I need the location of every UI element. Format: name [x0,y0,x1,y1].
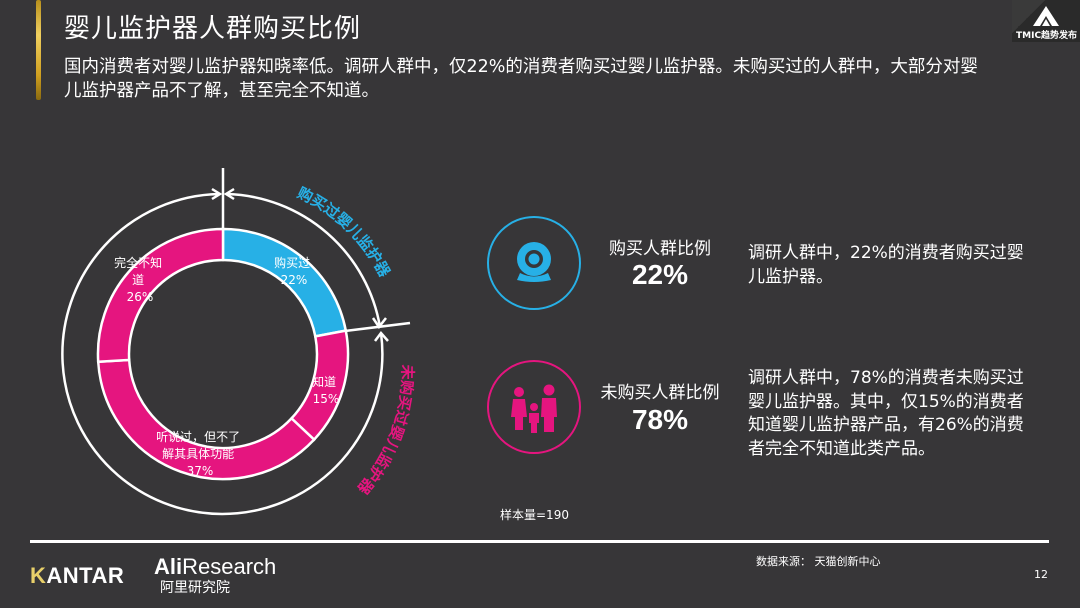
not-purchased-ratio-value: 78% [631,404,689,435]
label-unaware: 完全不知 道 26% [114,255,166,304]
page-title: 婴儿监护器人群购买比例 [64,14,362,44]
footer-divider [30,540,1049,543]
tmic-logo-icon [1033,6,1059,26]
label-purchased: 购买过 22% [274,255,314,287]
donut-chart: 购买过 22% 知道 15% 听说过，但不了 解其具体功能 37% 完全不知 道… [61,168,416,516]
page-number: 12 [1034,568,1048,581]
label-aware: 知道 15% [312,375,340,406]
ali-logo-text: Research [182,554,277,579]
purchased-ratio-label: 购买人群比例 [609,239,711,259]
aliresearch-logo: AliResearch 阿里研究院 [154,556,276,596]
tmic-label: TMIC趋势发布 [1016,31,1078,41]
segment-unaware [96,227,225,364]
donut-segments [96,227,350,481]
not-purchased-icon-circle [487,360,581,454]
title-accent-bar [36,0,41,100]
sample-size: 样本量=190 [500,508,569,522]
ali-logo-bold: Ali [154,554,183,579]
label-heard: 听说过，但不了 解其具体功能 37% [156,429,244,478]
kantar-logo: KANTAR [30,563,124,589]
data-source: 数据来源： 天猫创新中心 [756,555,881,568]
kantar-logo-k: K [30,563,47,588]
not-purchased-ratio-label: 未购买人群比例 [600,383,720,403]
kantar-logo-text: ANTAR [46,563,125,588]
family-icon [511,384,557,433]
not-purchased-description: 调研人群中，78%的消费者未购买过婴儿监护器。其中，仅15%的消费者知道婴儿监护… [748,368,1024,459]
tmic-badge: TMIC趋势发布 [1012,0,1080,42]
webcam-icon [517,242,551,282]
annotation-arcs [61,168,411,516]
purchased-ratio-value: 22% [631,259,689,290]
segment-heard [96,358,316,481]
ali-logo-cn: 阿里研究院 [160,579,230,595]
page-subtitle: 国内消费者对婴儿监护器知晓率低。调研人群中，仅22%的消费者购买过婴儿监护器。未… [64,57,978,101]
purchased-icon-circle [487,216,581,310]
purchased-description: 调研人群中，22%的消费者购买过婴儿监护器。 [748,243,1024,287]
